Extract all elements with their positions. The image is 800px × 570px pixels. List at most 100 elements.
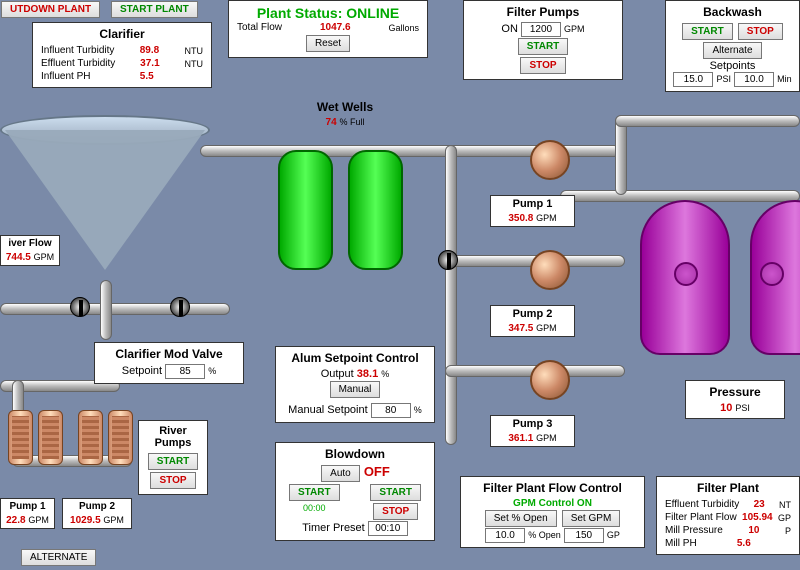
set-gpm-button[interactable]: Set GPM [562, 510, 621, 527]
alum-title: Alum Setpoint Control [280, 351, 430, 365]
p3-title: Pump 3 [495, 418, 570, 430]
pressure-value: 10 [720, 402, 732, 414]
setpoint-unit: % [208, 366, 216, 376]
clarifier-panel: Clarifier Influent Turbidity89.8NTUEfflu… [32, 22, 212, 88]
pump-p1-panel: Pump 1 350.8 GPM [490, 195, 575, 227]
wet-wells-panel: Wet Wells 74 % Full [305, 98, 385, 130]
river-pump-1b-graphic [38, 410, 63, 465]
plant-status-panel: Plant Status: ONLINE Total Flow 1047.6 Gal… [228, 0, 428, 58]
row-value: 5.5 [140, 71, 154, 82]
filter-pumps-stop[interactable]: STOP [520, 57, 565, 74]
filter-pumps-start[interactable]: START [518, 38, 569, 55]
alum-manual-button[interactable]: Manual [330, 381, 381, 398]
p2-unit: GPM [536, 323, 557, 333]
row-value: 10 [748, 525, 759, 536]
blowdown-timer-input[interactable] [368, 521, 408, 536]
alum-output-value: 38.1 [357, 368, 378, 380]
backwash-min-input[interactable] [734, 72, 774, 87]
start-plant-button[interactable]: START PLANT [111, 1, 198, 18]
backwash-title: Backwash [670, 5, 795, 19]
clarifier-rows: Influent Turbidity89.8NTUEffluent Turbid… [37, 44, 207, 83]
alum-manual-label: Manual Setpoint [288, 404, 368, 416]
gpm-input[interactable] [564, 528, 604, 543]
pump-p2-panel: Pump 2 347.5 GPM [490, 305, 575, 337]
river-pump1-panel: Pump 1 22.8 GPM [0, 498, 55, 529]
alum-manual-unit: % [414, 405, 422, 415]
backwash-setpoints-label: Setpoints [670, 60, 795, 72]
alum-output-unit: % [381, 369, 389, 379]
pump-1-graphic [530, 140, 580, 180]
clarifier-title: Clarifier [37, 27, 207, 41]
clarifier-valve-panel: Clarifier Mod Valve Setpoint % [94, 342, 244, 384]
set-open-button[interactable]: Set % Open [485, 510, 557, 527]
pump2-title: Pump 2 [67, 501, 127, 512]
pipe-segment [615, 115, 627, 195]
p1-title: Pump 1 [495, 198, 570, 210]
row-unit: NTU [185, 59, 204, 69]
p2-title: Pump 2 [495, 308, 570, 320]
row-label: Mill Pressure [665, 525, 723, 536]
backwash-psi-input[interactable] [673, 72, 713, 87]
row-value: 37.1 [140, 58, 159, 69]
filter-pumps-input[interactable] [521, 22, 561, 37]
alternate-button[interactable]: ALTERNATE [21, 549, 96, 566]
wet-well-tank-2 [348, 150, 403, 270]
row-unit: P [785, 526, 791, 536]
filter-pumps-panel: Filter Pumps ON GPM START STOP [463, 0, 623, 80]
plant-status-text: Plant Status: ONLINE [233, 5, 423, 21]
clarifier-setpoint-input[interactable] [165, 364, 205, 379]
backwash-stop[interactable]: STOP [738, 23, 783, 40]
filter-pumps-unit: GPM [564, 24, 585, 34]
blowdown-panel: Blowdown Auto OFF START 00:00 START STOP… [275, 442, 435, 541]
p1-value: 350.8 [508, 213, 533, 224]
valve-icon [170, 297, 190, 317]
row-value: 105.94 [742, 512, 773, 523]
reset-button[interactable]: Reset [306, 35, 350, 52]
min-unit: Min [777, 74, 792, 84]
blowdown-auto-button[interactable]: Auto [321, 465, 360, 482]
filter-pumps-on-label: ON [501, 23, 518, 35]
wet-wells-title: Wet Wells [309, 100, 381, 114]
filter-plant-panel: Filter Plant Effluent Turbidity23NTFilte… [656, 476, 800, 555]
pressure-unit: PSI [735, 403, 750, 413]
wet-wells-value: 74 [326, 117, 337, 128]
pump-3-graphic [530, 360, 580, 400]
pressure-panel: Pressure 10 PSI [685, 380, 785, 419]
setpoint-label: Setpoint [122, 365, 162, 377]
blowdown-stop[interactable]: STOP [373, 503, 418, 520]
pump-p3-panel: Pump 3 361.1 GPM [490, 415, 575, 447]
pump1-unit: GPM [28, 515, 49, 525]
river-pump-1-graphic [8, 410, 33, 465]
blowdown-timer-label: Timer Preset [302, 522, 365, 534]
backwash-start[interactable]: START [682, 23, 733, 40]
pump2-unit: GPM [103, 515, 124, 525]
row-value: 23 [754, 499, 765, 510]
row-unit: NT [779, 500, 791, 510]
filter-tank-1 [640, 200, 730, 355]
river-pumps-start[interactable]: START [148, 453, 199, 470]
river-pumps-panel: River Pumps START STOP [138, 420, 208, 495]
shutdown-plant-button[interactable]: UTDOWN PLANT [1, 1, 100, 18]
backwash-alternate[interactable]: Alternate [703, 42, 761, 59]
p3-unit: GPM [536, 433, 557, 443]
blowdown-start2[interactable]: START [370, 484, 421, 501]
flow-control-title: Filter Plant Flow Control [465, 481, 640, 495]
row-label: Influent Turbidity [41, 45, 114, 56]
river-pump2-panel: Pump 2 1029.5 GPM [62, 498, 132, 529]
alum-manual-input[interactable] [371, 403, 411, 418]
blowdown-start1[interactable]: START [289, 484, 340, 501]
total-flow-unit: Gallons [388, 23, 419, 33]
row-label: Mill PH [665, 538, 697, 549]
psi-unit: PSI [716, 74, 731, 84]
open-input[interactable] [485, 528, 525, 543]
pump1-title: Pump 1 [5, 501, 50, 512]
pump2-value: 1029.5 [70, 515, 101, 526]
total-flow-label: Total Flow [237, 22, 282, 33]
gpm-unit: GP [607, 530, 620, 540]
blowdown-title: Blowdown [280, 447, 430, 461]
total-flow-value: 1047.6 [320, 22, 351, 33]
row-value: 5.6 [737, 538, 751, 549]
river-pumps-stop[interactable]: STOP [150, 472, 195, 489]
pump-2-graphic [530, 250, 580, 290]
row-label: Influent PH [41, 71, 90, 82]
